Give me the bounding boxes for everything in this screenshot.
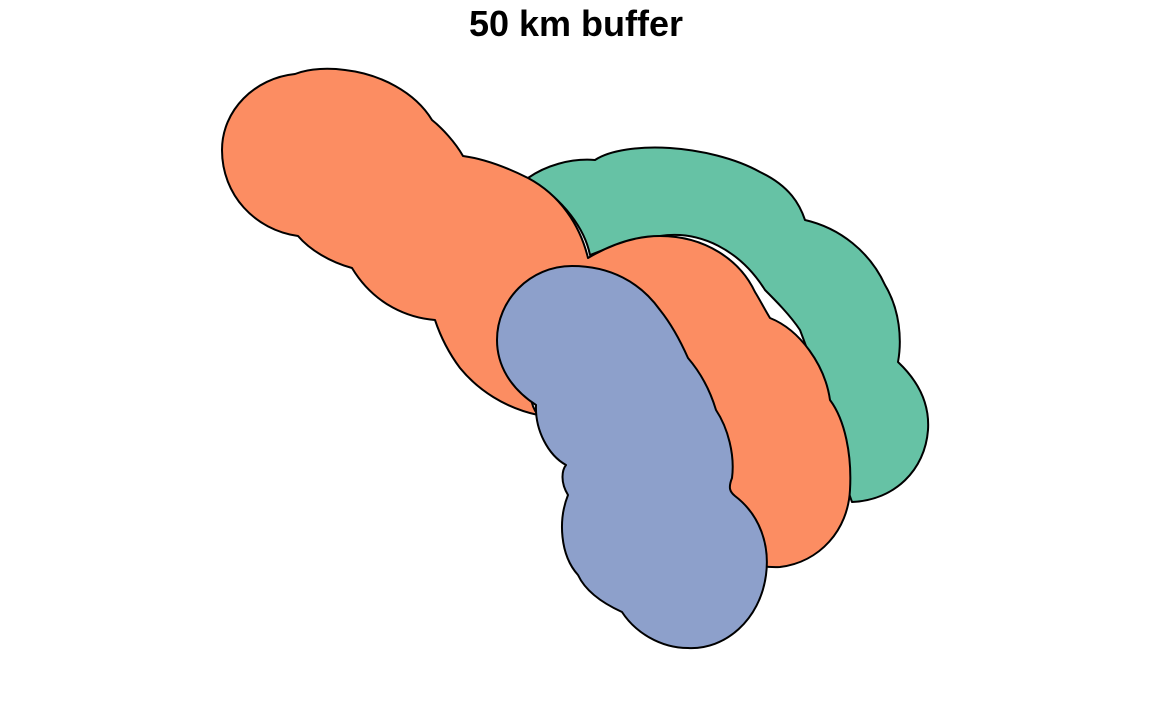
buffer-shape [496, 265, 768, 650]
map-title: 50 km buffer [468, 3, 684, 44]
buffer-polygon-green [527, 146, 930, 503]
buffer-polygon-blue [496, 265, 768, 650]
buffer-shape [527, 146, 930, 503]
